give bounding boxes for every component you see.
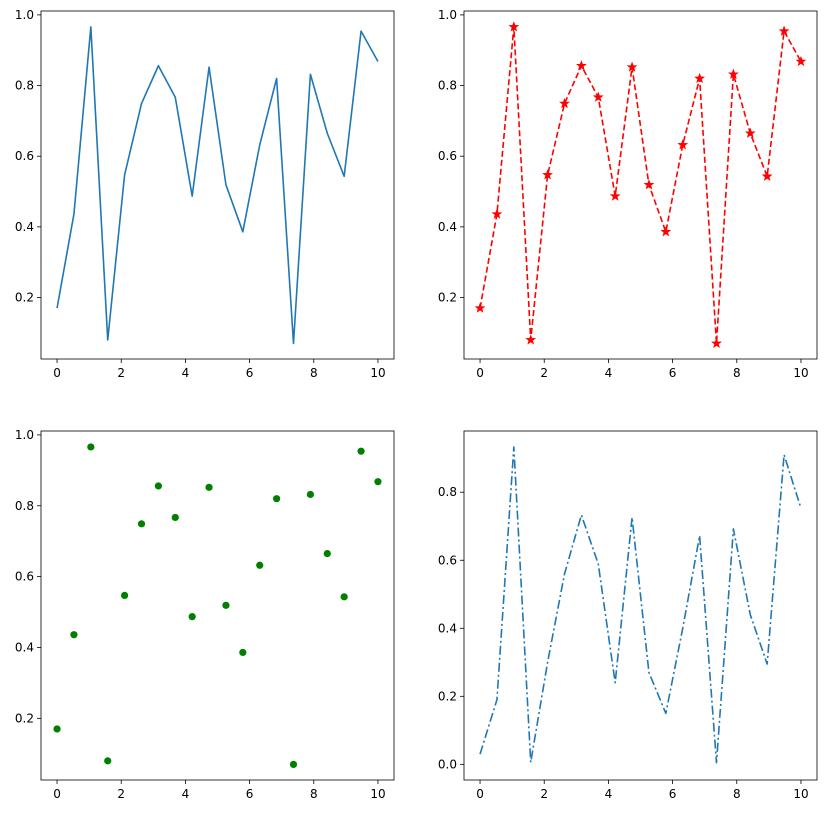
data-point: [357, 447, 365, 455]
data-point: [87, 443, 95, 451]
data-point: [53, 725, 61, 733]
x-tick-label: 4: [182, 787, 190, 801]
data-point: [374, 478, 382, 486]
y-tick-label: 0.6: [15, 570, 34, 584]
axes-frame: [40, 430, 395, 781]
subplot-bottom-right: 0 2 4 6 8 10 0.0 0.2 0.4 0.6 0.8: [438, 430, 818, 801]
data-point: [761, 170, 773, 181]
y-tick-label: 0.6: [15, 149, 34, 163]
data-point: [795, 55, 807, 67]
axes-frame: [463, 10, 818, 360]
data-point: [694, 72, 706, 84]
data-point: [660, 226, 672, 237]
data-point: [542, 169, 553, 180]
data-point: [222, 601, 230, 609]
y-tick-label: 0.8: [438, 485, 457, 499]
x-tick-label: 0: [476, 787, 484, 801]
x-tick-label: 2: [540, 787, 548, 801]
data-point: [306, 490, 315, 499]
x-tick-label: 6: [669, 366, 677, 380]
subplot-bottom-left: 0 2 4 6 8 10 0.2 0.4 0.6 0.8 1.0: [15, 428, 395, 801]
y-tick-label: 0.2: [15, 291, 34, 305]
data-point: [728, 68, 739, 79]
data-point: [188, 613, 196, 621]
series-line: [56, 26, 379, 345]
y-tick-label: 0.6: [438, 553, 457, 567]
y-tick-label: 0.2: [438, 291, 457, 305]
y-tick-label: 0.4: [15, 220, 34, 234]
y-tick-label: 0.4: [15, 640, 34, 654]
y-tick-label: 0.8: [15, 79, 34, 93]
data-point: [120, 591, 129, 600]
y-tick-label: 1.0: [438, 8, 457, 22]
data-point: [508, 21, 520, 32]
data-point: [70, 631, 78, 639]
data-point: [677, 139, 689, 150]
axes-frame: [463, 430, 818, 781]
data-point: [239, 648, 247, 657]
x-tick-label: 0: [53, 366, 61, 380]
y-tick-label: 0.6: [438, 149, 457, 163]
x-tick-label: 2: [540, 366, 548, 380]
x-tick-label: 8: [733, 366, 741, 380]
data-point: [273, 495, 281, 503]
data-point: [171, 513, 179, 522]
series-line: [479, 446, 802, 764]
subplot-top-right: 0 2 4 6 8 10 0.2 0.4 0.6 0.8 1.0: [438, 8, 818, 380]
data-point: [626, 61, 638, 72]
data-point: [643, 179, 655, 190]
x-tick-label: 4: [605, 366, 613, 380]
data-point: [575, 60, 587, 71]
y-tick-label: 0.4: [438, 220, 457, 234]
data-point: [289, 760, 298, 769]
y-tick-label: 0.2: [15, 711, 34, 725]
axes-frame: [40, 10, 395, 360]
x-tick-label: 0: [53, 787, 61, 801]
data-point: [474, 302, 486, 313]
data-point: [104, 757, 112, 765]
x-tick-label: 2: [117, 366, 125, 380]
x-tick-label: 6: [246, 787, 254, 801]
x-tick-label: 4: [182, 366, 190, 380]
x-tick-label: 6: [669, 787, 677, 801]
data-point: [323, 549, 331, 558]
x-tick-label: 6: [246, 366, 254, 380]
x-tick-label: 10: [370, 787, 385, 801]
data-point: [592, 91, 604, 102]
data-point: [559, 97, 570, 109]
subplot-top-left: 0 2 4 6 8 10 0.2 0.4 0.6 0.8 1.0: [15, 8, 395, 380]
x-tick-label: 8: [310, 787, 318, 801]
data-point: [205, 483, 213, 491]
x-tick-label: 8: [310, 366, 318, 380]
x-tick-label: 0: [476, 366, 484, 380]
data-point: [154, 482, 162, 490]
series-line: [479, 26, 802, 345]
y-tick-label: 0.2: [438, 689, 457, 703]
y-tick-label: 0.0: [438, 757, 457, 771]
x-tick-label: 2: [117, 787, 125, 801]
x-tick-label: 10: [793, 366, 808, 380]
x-tick-label: 10: [793, 787, 808, 801]
y-tick-label: 0.4: [438, 621, 457, 635]
data-point: [744, 127, 756, 138]
data-point: [491, 208, 503, 219]
data-point: [256, 561, 264, 569]
x-tick-label: 10: [370, 366, 385, 380]
y-tick-label: 0.8: [15, 499, 34, 513]
data-point: [711, 337, 722, 349]
x-tick-label: 4: [605, 787, 613, 801]
y-tick-label: 1.0: [15, 428, 34, 442]
y-tick-label: 1.0: [15, 8, 34, 22]
data-point: [525, 334, 537, 345]
data-point: [137, 520, 146, 528]
data-point: [340, 593, 348, 601]
data-point: [609, 190, 621, 201]
x-tick-label: 8: [733, 787, 741, 801]
data-point: [778, 25, 790, 36]
y-tick-label: 0.8: [438, 79, 457, 93]
